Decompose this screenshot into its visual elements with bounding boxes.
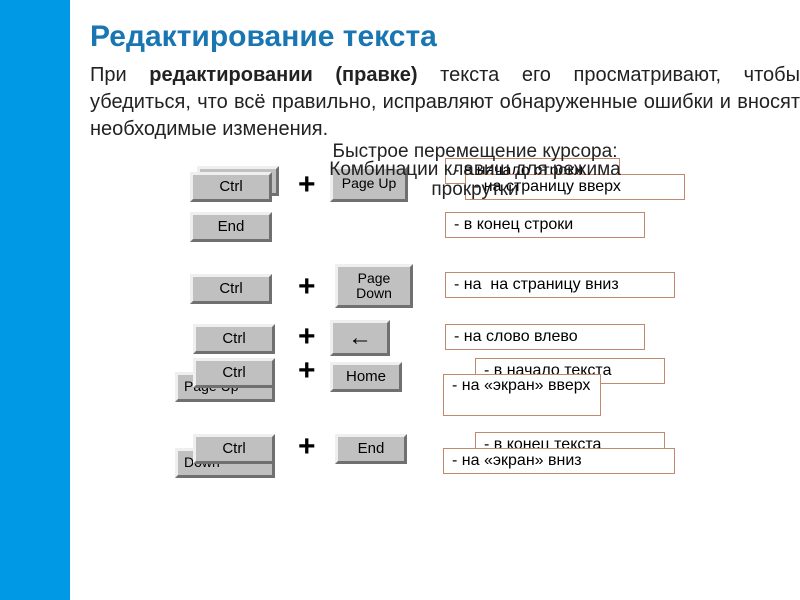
desc-screen-down: - на «экран» вниз — [443, 448, 675, 474]
subtitle-3: прокрутки — [150, 179, 800, 201]
key-ctrl-4[interactable]: Ctrl — [193, 358, 275, 388]
key-home[interactable]: Home — [330, 362, 402, 392]
key-pagedown[interactable]: PageDown — [335, 264, 413, 308]
para-text-1: При — [90, 64, 149, 86]
plus-4: + — [298, 354, 316, 388]
key-ctrl-5[interactable]: Ctrl — [193, 434, 275, 464]
desc-screen-up: - на «экран» вверх — [443, 374, 601, 416]
plus-5: + — [298, 430, 316, 464]
key-arrow-left[interactable]: ← — [330, 320, 390, 356]
key-end-2[interactable]: End — [335, 434, 407, 464]
para-bold: редактировании (правке) — [149, 64, 417, 86]
arrow-left-icon: ← — [348, 325, 372, 351]
desc-word-right-bg: - на на страницу вниз — [445, 272, 675, 298]
key-pagedown-label: PageDown — [356, 271, 392, 302]
plus-3: + — [298, 320, 316, 354]
desc-word-left: - на слово влево — [445, 324, 645, 350]
desc-end-line: - в конец строки — [445, 212, 645, 238]
intro-paragraph: При редактировании (правке) текста его п… — [90, 62, 800, 143]
subtitle-2: Комбинации клавиш для режима — [150, 159, 800, 181]
slide-content: Редактирование текста При редактировании… — [70, 0, 800, 600]
key-ctrl-3[interactable]: Ctrl — [193, 324, 275, 354]
key-end-1[interactable]: End — [190, 212, 272, 242]
desc-overlap-3: - на на страницу вниз — [454, 276, 619, 294]
page-title: Редактирование текста — [90, 20, 800, 54]
key-ctrl-2[interactable]: Ctrl — [190, 274, 272, 304]
plus-2: + — [298, 270, 316, 304]
keys-stage: Ctrl + Page Up - в начало строки - на ст… — [70, 170, 800, 590]
sidebar-accent — [0, 0, 70, 600]
